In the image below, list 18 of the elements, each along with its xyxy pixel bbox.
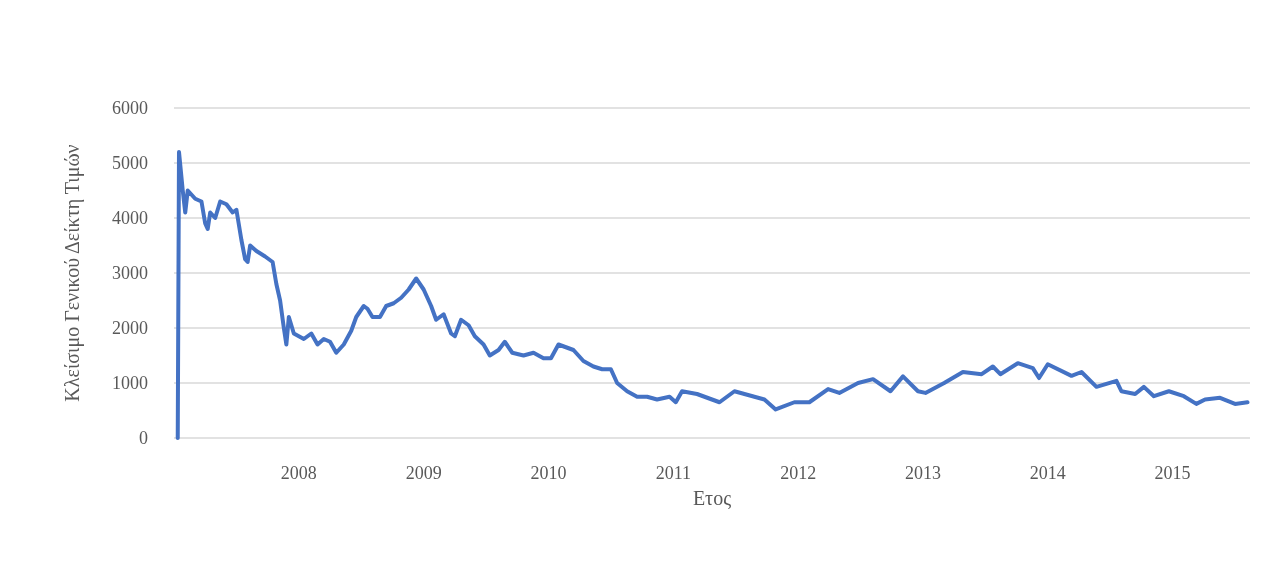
x-tick-label: 2010 bbox=[530, 463, 567, 483]
y-tick-label: 0 bbox=[139, 428, 148, 448]
x-tick-label: 2008 bbox=[280, 463, 317, 483]
x-tick-label: 2011 bbox=[655, 463, 691, 483]
line-series bbox=[175, 150, 1250, 440]
x-tick-label: 2015 bbox=[1154, 463, 1191, 483]
x-tick-label: 2014 bbox=[1029, 463, 1066, 483]
y-tick-label: 1000 bbox=[112, 373, 148, 393]
y-tick-label: 4000 bbox=[112, 208, 148, 228]
y-tick-label: 6000 bbox=[112, 98, 148, 118]
x-tick-label: 2012 bbox=[780, 463, 817, 483]
y-tick-label: 2000 bbox=[112, 318, 148, 338]
x-tick-label: 2013 bbox=[904, 463, 941, 483]
x-tick-label: 2009 bbox=[405, 463, 442, 483]
y-tick-label: 3000 bbox=[112, 263, 148, 283]
y-axis-title: Κλείσιμο Γενικού Δείκτη Τιμών bbox=[61, 144, 84, 402]
x-axis-title: Ετος bbox=[692, 487, 732, 509]
y-tick-label: 5000 bbox=[112, 153, 148, 173]
